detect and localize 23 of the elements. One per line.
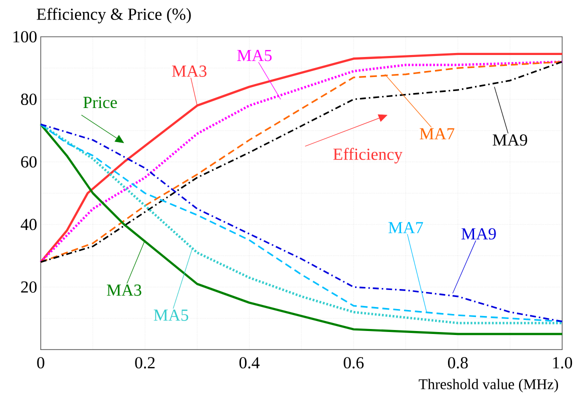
x-tick-label: 0.8	[448, 356, 468, 368]
text: MA5	[154, 309, 188, 321]
annotation: Efficiency	[333, 148, 403, 164]
text: MA7	[388, 222, 424, 234]
text: MA5	[237, 50, 272, 62]
y-tick-label: 20	[21, 281, 37, 293]
text: MA7	[420, 128, 454, 140]
y-tick-label: 60	[21, 156, 37, 168]
x-axis-title: Threshold value (MHz)	[418, 378, 558, 392]
y-tick-label: 40	[20, 218, 37, 230]
x-tick-label: 0	[37, 356, 44, 368]
text: MA9	[492, 134, 528, 146]
y-tick-label: 100	[13, 30, 37, 42]
x-tick-label: 0.6	[344, 356, 364, 368]
text: MA3	[106, 284, 142, 296]
chart-title: Efficiency & Price (%)	[36, 8, 191, 24]
y-tick-label: 80	[21, 94, 37, 105]
text: MA9	[461, 228, 496, 240]
x-tick-label: 1.0	[553, 356, 572, 368]
series-label: MA3	[172, 65, 206, 77]
x-tick-label: 0.2	[135, 356, 155, 368]
x-tick-label: 0.4	[239, 356, 260, 368]
annotation: Price	[83, 96, 117, 108]
